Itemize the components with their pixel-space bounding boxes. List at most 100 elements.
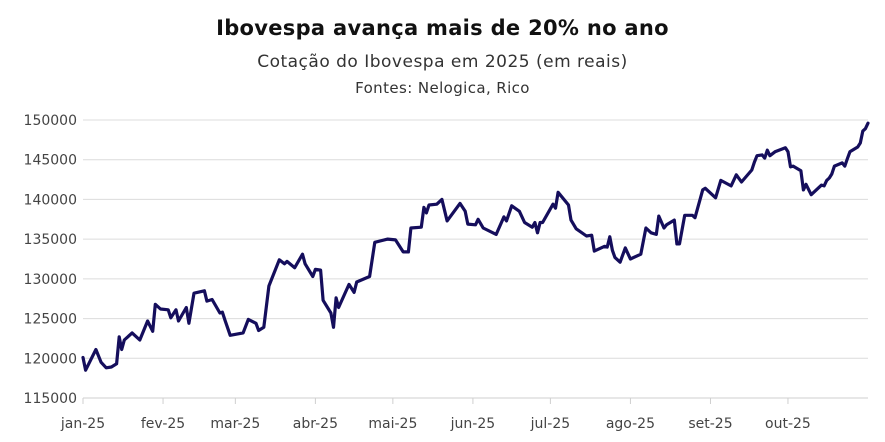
data-point: [283, 262, 286, 265]
data-point: [787, 150, 789, 153]
x-tick-label: abr-25: [293, 416, 338, 432]
data-point: [373, 241, 376, 244]
data-point: [567, 204, 570, 206]
data-point: [789, 166, 792, 168]
data-point: [84, 369, 87, 372]
data-point: [557, 191, 559, 194]
data-point: [335, 297, 337, 299]
x-tick-label: jun-25: [450, 416, 496, 432]
series-layer: [81, 121, 870, 372]
data-point: [332, 326, 335, 329]
data-point: [177, 320, 180, 322]
data-point: [833, 165, 836, 167]
data-point: [82, 356, 84, 359]
y-tick-label: 135000: [24, 232, 77, 248]
data-point: [658, 215, 660, 217]
data-point: [766, 149, 769, 151]
data-point: [428, 204, 430, 206]
data-point: [293, 266, 296, 269]
data-point: [312, 275, 314, 278]
data-point: [410, 227, 412, 229]
data-point: [322, 299, 324, 302]
x-tick-label: mai-25: [368, 416, 417, 432]
data-point: [859, 142, 862, 144]
data-point: [131, 332, 133, 334]
data-point: [159, 308, 162, 310]
data-point: [645, 227, 647, 229]
series-line-ibovespa: [81, 121, 870, 372]
x-tick-label: out-25: [765, 416, 811, 432]
data-point: [678, 243, 681, 245]
data-point: [825, 179, 828, 182]
data-point: [655, 233, 658, 236]
data-point: [714, 197, 717, 199]
data-point: [536, 231, 539, 234]
data-point: [800, 170, 802, 172]
data-point: [691, 214, 694, 217]
data-point: [673, 219, 676, 221]
data-point: [286, 260, 288, 263]
data-point: [606, 246, 608, 248]
data-point: [459, 202, 461, 205]
x-axis: jan-25 fev-25 mar-25 abr-25 mai-25 jun-25 jul-…: [60, 398, 811, 432]
data-point: [867, 122, 869, 124]
data-point: [624, 247, 627, 249]
data-point: [441, 198, 443, 201]
data-point: [221, 311, 224, 314]
data-point: [319, 269, 322, 271]
data-point: [843, 165, 846, 167]
data-point: [841, 162, 843, 164]
data-point: [701, 189, 704, 191]
data-point: [115, 363, 118, 365]
data-point: [446, 220, 448, 222]
data-point: [823, 185, 825, 187]
data-point: [539, 221, 541, 224]
data-point: [619, 261, 621, 263]
data-point: [477, 218, 479, 221]
data-point: [188, 322, 190, 325]
x-tick-label: mar-25: [210, 416, 260, 432]
data-point: [229, 334, 231, 337]
data-point: [603, 245, 606, 248]
chart-subtitle: Cotação do Ibovespa em 2025 (em reais): [257, 52, 628, 72]
data-point: [314, 268, 317, 271]
data-point: [534, 221, 536, 224]
data-point: [355, 281, 358, 283]
data-point: [740, 181, 743, 183]
data-point: [730, 185, 732, 187]
data-point: [211, 298, 213, 301]
data-point: [864, 127, 867, 130]
data-point: [89, 359, 92, 361]
data-point: [704, 187, 707, 190]
y-tick-label: 140000: [24, 192, 77, 208]
x-tick-label: fev-25: [141, 416, 185, 432]
data-point: [219, 312, 221, 314]
y-axis: 115000 120000 125000 130000 135000 140000 1450…: [24, 113, 77, 407]
data-point: [810, 193, 812, 196]
data-point: [505, 220, 508, 222]
y-tick-label: 145000: [24, 153, 77, 169]
data-point: [206, 300, 208, 302]
data-point: [348, 283, 350, 286]
data-point: [185, 306, 188, 309]
data-point: [255, 322, 257, 325]
gridlines: [83, 119, 868, 399]
data-point: [474, 224, 477, 226]
data-point: [774, 150, 776, 153]
data-point: [402, 251, 404, 253]
x-tick-label: jul-25: [530, 416, 571, 432]
data-point: [856, 146, 859, 148]
data-point: [203, 289, 206, 292]
data-point: [394, 239, 397, 241]
data-point: [792, 165, 794, 167]
data-point: [831, 173, 833, 175]
data-point: [175, 309, 177, 311]
data-point: [420, 226, 423, 229]
data-point: [663, 227, 665, 229]
data-point: [828, 177, 831, 179]
data-point: [278, 258, 281, 261]
data-point: [495, 233, 497, 236]
y-tick-label: 130000: [24, 272, 77, 288]
y-tick-label: 150000: [24, 113, 77, 129]
